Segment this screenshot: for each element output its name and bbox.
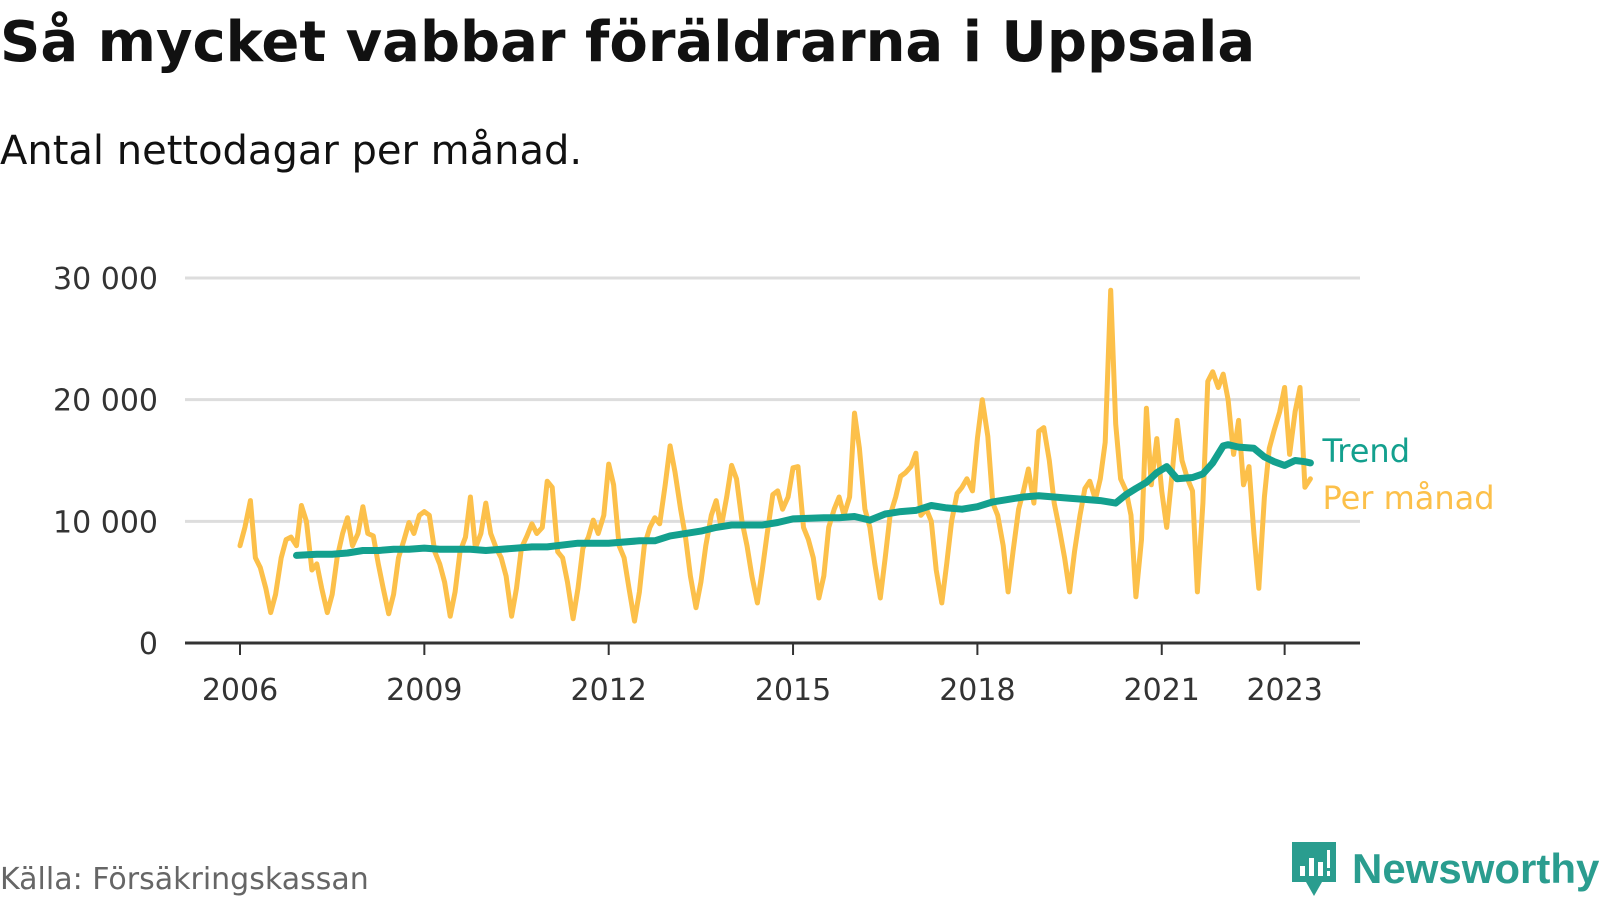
monthly-line: [237, 287, 1313, 624]
y-tick-label: 20 000: [53, 384, 158, 419]
x-tick-label: 2021: [1124, 673, 1200, 708]
x-tick-label: 2012: [571, 673, 647, 708]
x-axis-ticks: 2006 2009 2012 2015 2018 2021 2023: [202, 643, 1323, 708]
trend-line: [293, 441, 1314, 559]
newsworthy-logo-icon: [1292, 842, 1336, 896]
trend-label: Trend: [1321, 432, 1410, 470]
brand-name: Newsworthy: [1352, 845, 1600, 892]
y-tick-label: 10 000: [53, 505, 158, 540]
page-title: Så mycket vabbar föräldrarna i Uppsala: [0, 10, 1256, 75]
source-note: Källa: Försäkringskassan: [0, 862, 369, 897]
line-labels: Trend Per månad: [1321, 432, 1494, 517]
x-tick-label: 2018: [939, 673, 1015, 708]
y-tick-label: 0: [139, 627, 158, 662]
y-tick-label: 30 000: [53, 262, 158, 297]
y-axis-ticks: 0 10 000 20 000 30 000: [53, 262, 158, 662]
x-tick-label: 2015: [755, 673, 831, 708]
monthly-label: Per månad: [1322, 479, 1494, 517]
x-tick-label: 2006: [202, 673, 278, 708]
series-lines: [237, 287, 1314, 624]
x-tick-label: 2009: [386, 673, 462, 708]
chart-subtitle: Antal nettodagar per månad.: [0, 128, 583, 174]
brand-logo[interactable]: Newsworthy: [1290, 840, 1599, 898]
x-tick-label: 2023: [1246, 673, 1322, 708]
